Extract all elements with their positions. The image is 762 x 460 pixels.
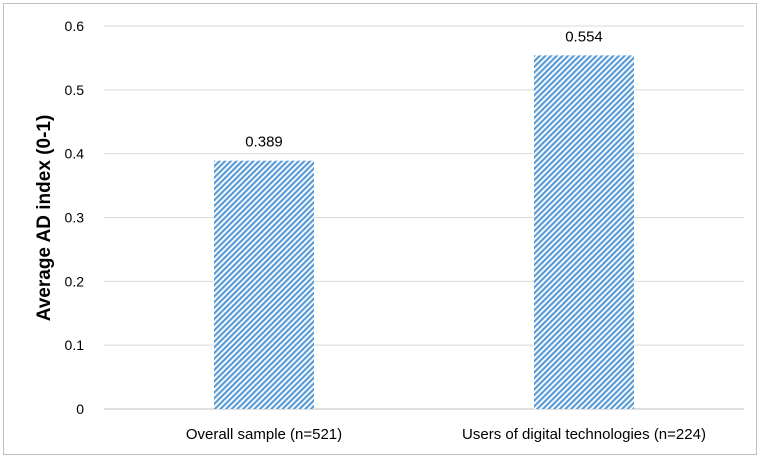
y-tick-label: 0.5 [65, 82, 85, 98]
data-label: 0.554 [565, 28, 603, 45]
x-category-label: Overall sample (n=521) [186, 426, 342, 443]
y-tick-label: 0.1 [65, 337, 85, 353]
x-category-label: Users of digital technologies (n=224) [462, 426, 706, 443]
bar [534, 55, 634, 409]
y-tick-label: 0.4 [65, 146, 85, 162]
y-tick-label: 0.2 [65, 273, 85, 289]
y-axis-label: Average AD index (0-1) [34, 115, 55, 322]
y-tick-label: 0 [76, 401, 84, 417]
data-label: 0.389 [245, 134, 283, 151]
bar [214, 160, 314, 409]
y-tick-label: 0.6 [65, 18, 85, 34]
y-tick-label: 0.3 [65, 210, 85, 226]
